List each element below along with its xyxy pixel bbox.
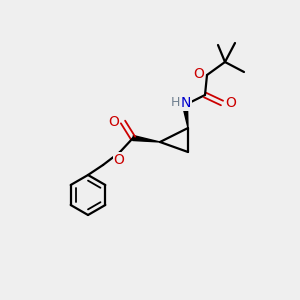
Text: N: N	[181, 96, 191, 110]
Text: H: H	[170, 97, 180, 110]
Text: O: O	[226, 96, 236, 110]
Polygon shape	[182, 105, 188, 128]
Text: O: O	[114, 153, 124, 167]
Polygon shape	[133, 136, 160, 142]
Text: O: O	[194, 67, 204, 81]
Text: O: O	[109, 115, 119, 129]
